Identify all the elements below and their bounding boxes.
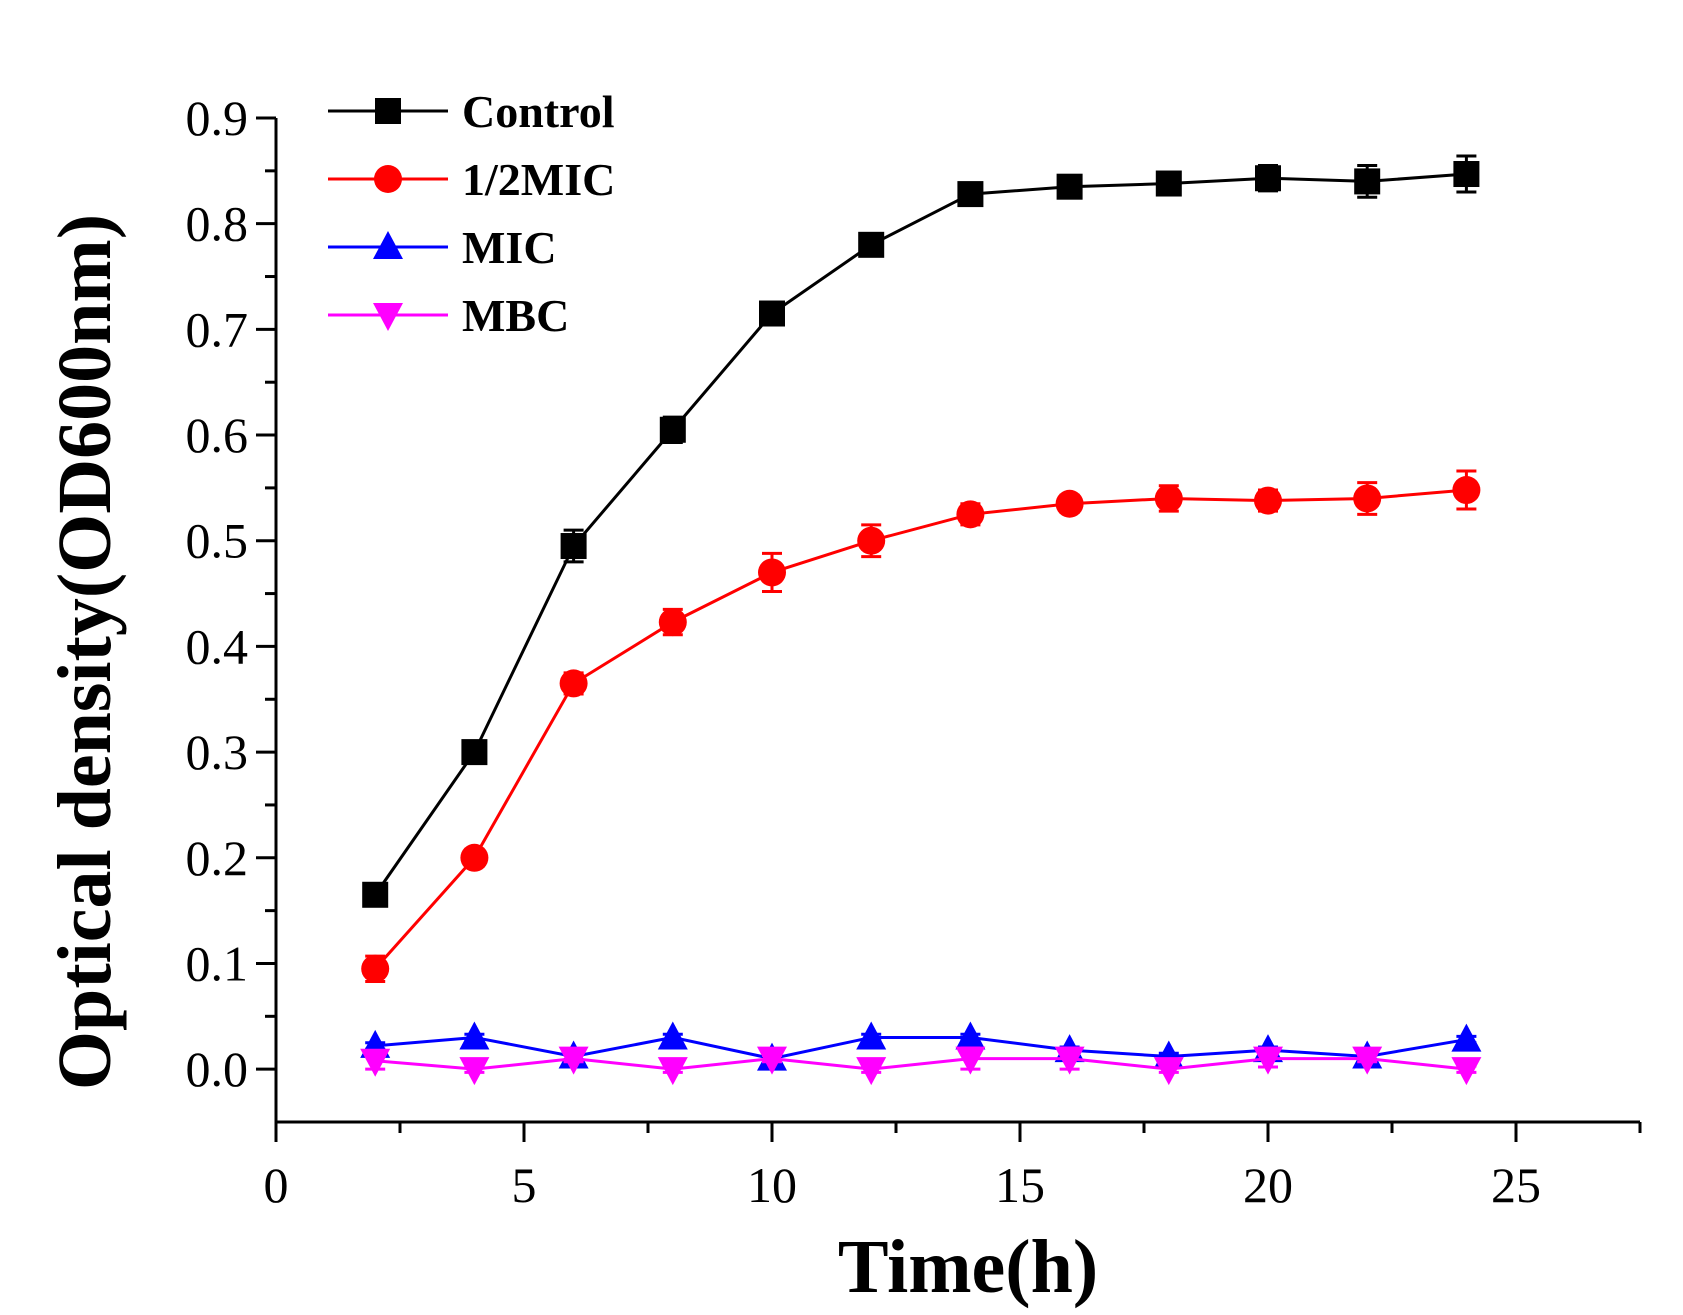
data-point bbox=[1452, 476, 1481, 505]
data-point bbox=[360, 1048, 391, 1077]
data-point bbox=[560, 533, 587, 560]
y-tick-label: 0.2 bbox=[186, 830, 249, 886]
axes bbox=[256, 116, 1642, 1142]
legend-label: 1/2MIC bbox=[462, 154, 615, 205]
data-point bbox=[558, 1046, 589, 1075]
data-point bbox=[659, 416, 686, 443]
y-axis-title: Optical density(OD600nm) bbox=[43, 214, 127, 1090]
data-point bbox=[1352, 1046, 1383, 1075]
x-tick-label: 25 bbox=[1491, 1157, 1541, 1213]
data-point bbox=[757, 1046, 787, 1075]
data-point bbox=[956, 500, 985, 529]
legend-entry: MBC bbox=[328, 290, 569, 341]
data-point bbox=[758, 558, 786, 587]
tick-labels: 0.0 0.1 0.2 0.3 0.4 0.5 0.6 0.7 0.8 0.9 0 5 10 15 20 25 bbox=[186, 90, 1542, 1213]
legend-entry: 1/2MIC bbox=[328, 154, 615, 205]
data-point bbox=[461, 739, 488, 766]
data-point bbox=[1451, 1023, 1482, 1052]
data-point bbox=[1453, 161, 1480, 188]
data-point bbox=[459, 1057, 490, 1086]
legend-marker bbox=[374, 165, 402, 193]
data-point bbox=[1353, 484, 1382, 513]
series-Control bbox=[362, 154, 1480, 908]
y-tick-label: 0.6 bbox=[186, 407, 249, 463]
legend-marker bbox=[373, 303, 403, 331]
data-point bbox=[1253, 1046, 1283, 1075]
data-point bbox=[957, 181, 984, 208]
y-tick-label: 0.5 bbox=[186, 513, 249, 569]
y-tick-label: 0.8 bbox=[186, 196, 249, 252]
legend-label: Control bbox=[462, 86, 615, 137]
data-point bbox=[1154, 484, 1183, 513]
legend-marker bbox=[373, 231, 403, 259]
data-point bbox=[1054, 1046, 1085, 1075]
data-point bbox=[955, 1021, 986, 1050]
x-tick-label: 5 bbox=[512, 1157, 537, 1213]
data-point bbox=[1155, 170, 1182, 197]
data-point bbox=[657, 1021, 688, 1050]
data-point bbox=[858, 231, 885, 258]
data-series bbox=[360, 154, 1482, 1086]
legend-label: MBC bbox=[462, 290, 569, 341]
y-tick-label: 0.0 bbox=[186, 1041, 249, 1097]
legend: Control 1/2MIC MIC MBC bbox=[328, 86, 615, 341]
y-tick-label: 0.4 bbox=[186, 618, 249, 674]
data-point bbox=[1254, 486, 1282, 515]
x-tick-label: 0 bbox=[264, 1157, 289, 1213]
y-tick-label: 0.3 bbox=[186, 724, 249, 780]
data-point bbox=[857, 526, 886, 555]
x-tick-label: 10 bbox=[747, 1157, 797, 1213]
data-point bbox=[460, 843, 489, 872]
data-point bbox=[1056, 173, 1083, 200]
legend-label: MIC bbox=[462, 222, 557, 273]
x-tick-label: 20 bbox=[1243, 1157, 1293, 1213]
x-tick-label: 15 bbox=[995, 1157, 1045, 1213]
series-line bbox=[375, 1035, 1467, 1061]
data-point bbox=[362, 881, 389, 908]
data-point bbox=[856, 1057, 887, 1086]
y-tick-label: 0.9 bbox=[186, 90, 249, 146]
series-MBC bbox=[360, 1046, 1482, 1086]
data-point bbox=[658, 608, 687, 637]
series-line bbox=[375, 1057, 1467, 1071]
data-point bbox=[1153, 1057, 1184, 1086]
data-point bbox=[559, 669, 588, 698]
y-tick-label: 0.7 bbox=[186, 301, 249, 357]
data-point bbox=[759, 300, 785, 327]
x-axis-title: Time(h) bbox=[838, 1225, 1098, 1309]
data-point bbox=[955, 1046, 986, 1075]
series-1/2MIC bbox=[361, 469, 1481, 983]
data-point bbox=[459, 1021, 490, 1050]
legend-marker bbox=[375, 98, 401, 124]
data-point bbox=[1451, 1057, 1482, 1086]
data-point bbox=[1055, 489, 1084, 518]
data-point bbox=[1255, 165, 1281, 192]
data-point bbox=[657, 1057, 688, 1086]
legend-entry: Control bbox=[328, 86, 615, 137]
series-line bbox=[373, 172, 1467, 896]
data-point bbox=[361, 954, 390, 983]
y-tick-label: 0.1 bbox=[186, 935, 249, 991]
data-point bbox=[856, 1021, 887, 1050]
data-point bbox=[1354, 168, 1381, 195]
series-line bbox=[374, 488, 1467, 970]
legend-entry: MIC bbox=[328, 222, 557, 273]
